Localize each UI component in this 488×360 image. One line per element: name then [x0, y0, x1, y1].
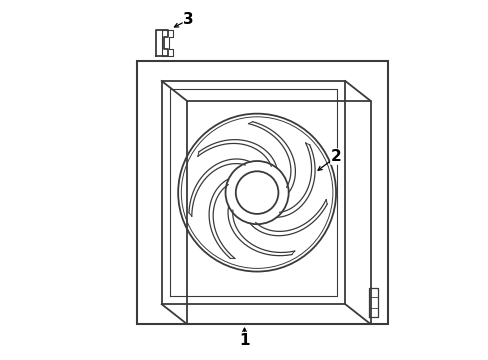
Text: 1: 1: [239, 333, 249, 348]
Bar: [136, 61, 387, 324]
Text: 3: 3: [183, 12, 194, 27]
Text: 2: 2: [330, 149, 341, 164]
